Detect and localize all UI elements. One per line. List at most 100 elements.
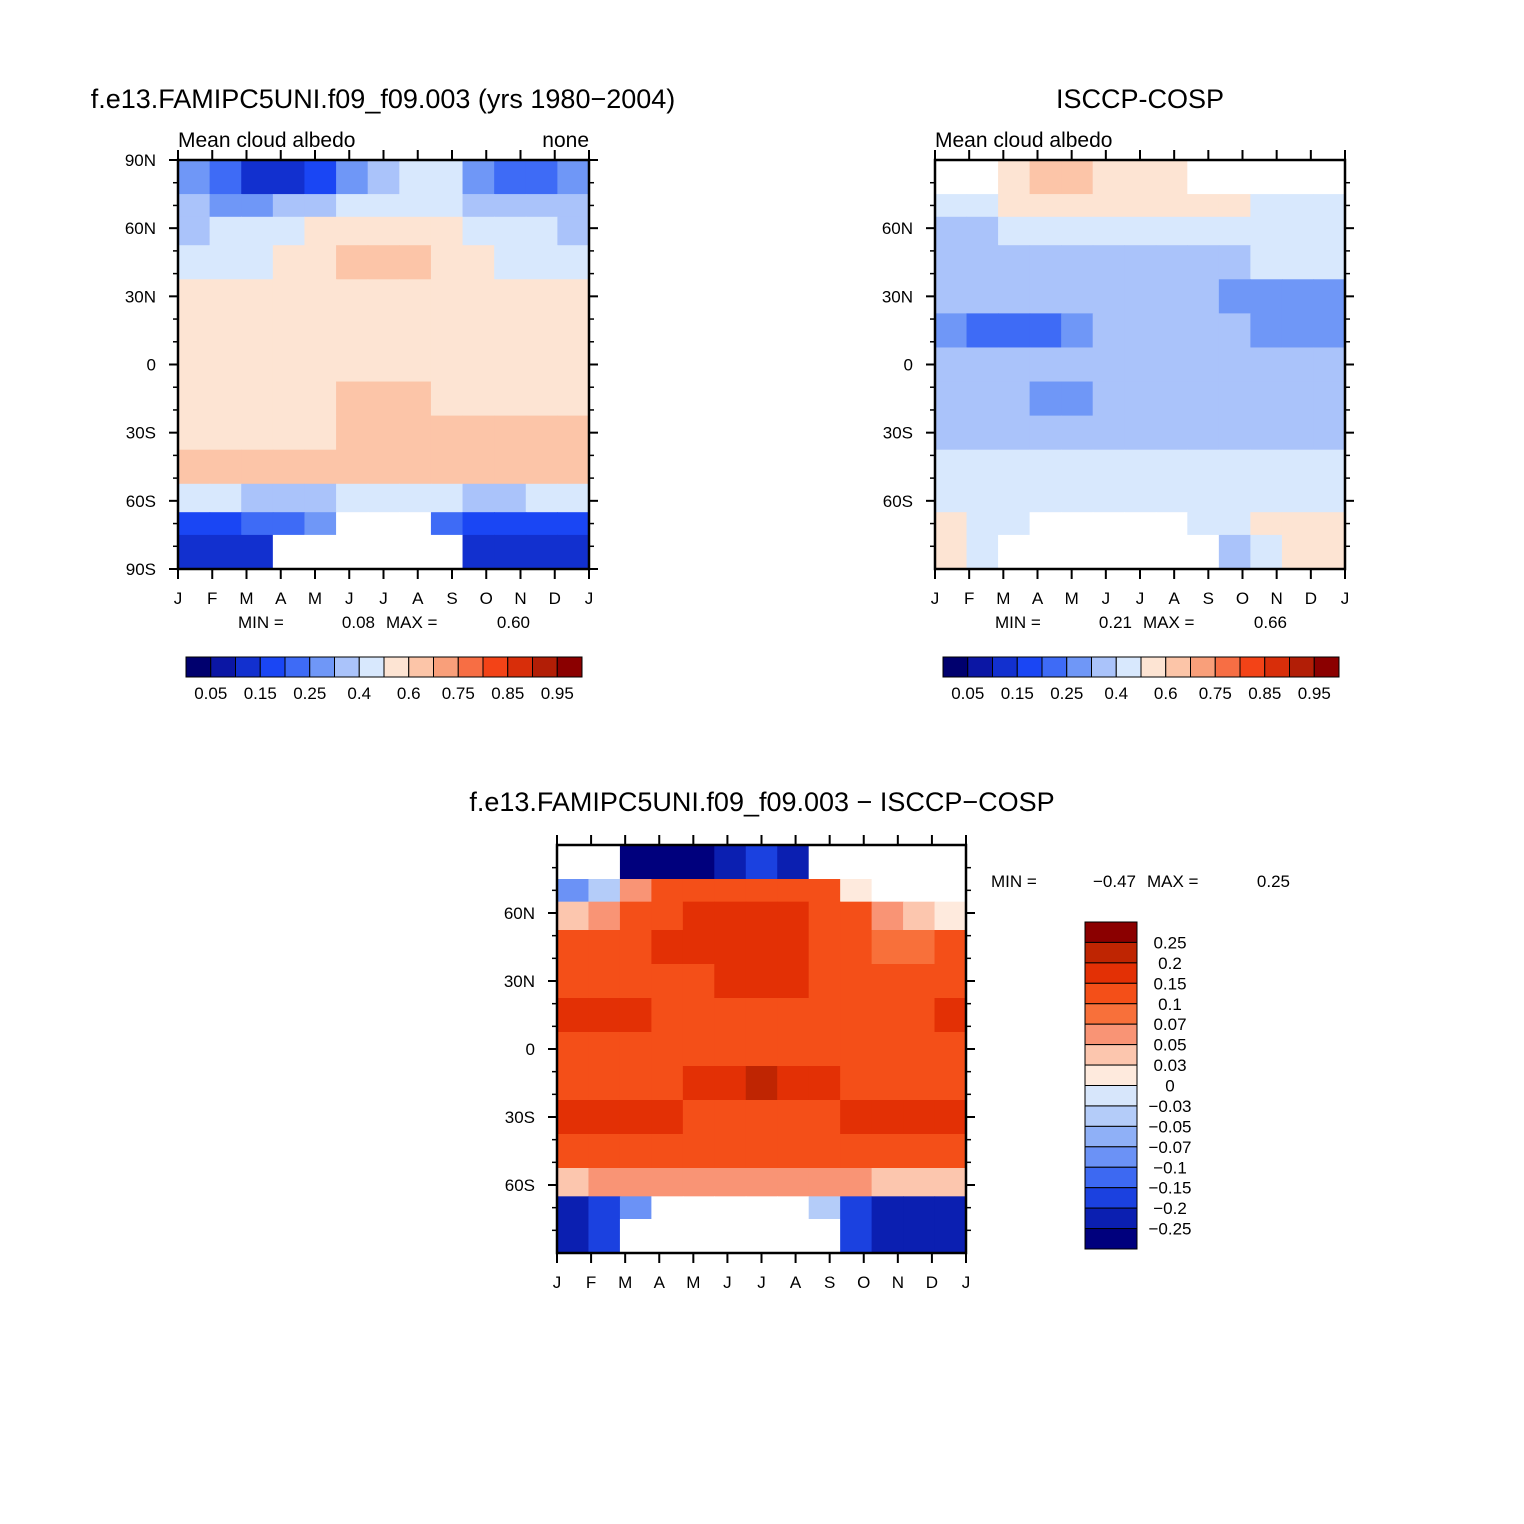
- field-cell: [808, 1219, 841, 1254]
- field-cell: [1061, 160, 1094, 195]
- field-cell: [903, 930, 936, 965]
- field-cell: [367, 216, 400, 246]
- field-cell: [209, 194, 242, 218]
- field-cell: [619, 901, 652, 931]
- field-cell: [241, 381, 274, 417]
- field-cell: [682, 1100, 715, 1135]
- colorbar-swatch: [1084, 1125, 1138, 1148]
- field-cell: [1124, 415, 1157, 451]
- field-cell: [557, 1032, 590, 1067]
- colorbar-swatch: [1084, 1003, 1138, 1025]
- field-cell: [1092, 534, 1125, 570]
- field-cell: [998, 194, 1031, 218]
- field-cell: [304, 512, 337, 536]
- field-cell: [935, 381, 968, 417]
- field-cell: [241, 483, 274, 513]
- y-tick-label: 60S: [505, 1176, 535, 1195]
- colorbar-swatch: [532, 656, 558, 678]
- field-cell: [808, 901, 841, 931]
- colorbar-label: 0.95: [1298, 684, 1331, 703]
- field-cell: [619, 1134, 652, 1169]
- field-cell: [966, 415, 999, 451]
- colorbar-label: 0.15: [1153, 974, 1186, 993]
- colorbar-label: 0.25: [1050, 684, 1083, 703]
- x-tick-label: A: [654, 1273, 666, 1292]
- field-cell: [209, 245, 242, 280]
- field-cell: [871, 964, 904, 999]
- field-cell: [336, 415, 369, 451]
- field-cell: [682, 930, 715, 965]
- field-cell: [1092, 313, 1125, 349]
- field-cell: [1281, 160, 1315, 195]
- field-cell: [1092, 216, 1125, 246]
- field-cell: [745, 879, 778, 903]
- field-cell: [430, 483, 464, 513]
- field-cell: [430, 194, 464, 218]
- field-cell: [1187, 245, 1220, 280]
- field-cell: [1187, 216, 1220, 246]
- colorbar-swatch: [1190, 656, 1216, 678]
- y-tick-label: 30N: [504, 972, 535, 991]
- field-cell: [903, 1168, 936, 1197]
- field-cell: [1218, 216, 1251, 246]
- field-cell: [588, 1168, 621, 1197]
- field-cell: [1124, 160, 1157, 195]
- field-cell: [1061, 347, 1094, 383]
- field-cell: [966, 347, 999, 383]
- x-tick-label: N: [1271, 589, 1283, 608]
- field-cell: [241, 194, 274, 218]
- field-cell: [1218, 160, 1251, 195]
- x-tick-label: A: [790, 1273, 802, 1292]
- colorbar-swatch: [1016, 656, 1043, 678]
- y-tick-label: 0: [526, 1040, 535, 1059]
- field-cell: [1092, 483, 1125, 513]
- colorbar-swatch: [1084, 1207, 1138, 1230]
- field-cell: [588, 1219, 621, 1254]
- field-cell: [840, 964, 873, 999]
- field-cell: [178, 415, 211, 451]
- field-cell: [777, 998, 810, 1033]
- colorbar-label: 0.85: [491, 684, 524, 703]
- field-cell: [745, 901, 778, 931]
- field-cell: [209, 279, 242, 314]
- field-cell: [840, 1066, 873, 1101]
- field-cell: [903, 1196, 936, 1220]
- field-cell: [935, 160, 968, 195]
- field-cell: [272, 347, 306, 383]
- field-cell: [462, 449, 495, 485]
- colorbar-swatch: [967, 656, 993, 678]
- field-cell: [777, 901, 810, 931]
- field-cell: [1281, 216, 1315, 246]
- x-tick-label: A: [1032, 589, 1044, 608]
- field-cell: [934, 930, 967, 965]
- panel-obs-min-value: 0.21: [1099, 613, 1132, 632]
- field-cell: [557, 1219, 590, 1254]
- field-cell: [1092, 449, 1125, 485]
- field-cell: [1250, 279, 1283, 314]
- field-cell: [682, 901, 715, 931]
- field-cell: [808, 930, 841, 965]
- field-cell: [998, 449, 1031, 485]
- field-cell: [1124, 449, 1157, 485]
- field-cell: [1218, 245, 1251, 280]
- colorbar-label: 0.05: [951, 684, 984, 703]
- panel-obs-colorbar: 0.05 0.15 0.25 0.4 0.6 0.75 0.85 0.95: [942, 656, 1340, 703]
- field-cell: [209, 534, 242, 570]
- colorbar-label: 0.15: [1001, 684, 1034, 703]
- field-cell: [1250, 245, 1283, 280]
- field-cell: [462, 245, 495, 280]
- field-cell: [557, 245, 590, 280]
- field-cell: [557, 194, 590, 218]
- field-cell: [178, 347, 211, 383]
- field-cell: [178, 245, 211, 280]
- panel-model-max-label: MAX =: [386, 613, 438, 632]
- field-cell: [588, 1134, 621, 1169]
- field-cell: [304, 483, 337, 513]
- field-cell: [367, 245, 400, 280]
- field-cell: [430, 381, 464, 417]
- field-cell: [935, 449, 968, 485]
- field-cell: [1187, 512, 1220, 536]
- field-cell: [966, 449, 999, 485]
- field-cell: [241, 279, 274, 314]
- field-cell: [525, 415, 558, 451]
